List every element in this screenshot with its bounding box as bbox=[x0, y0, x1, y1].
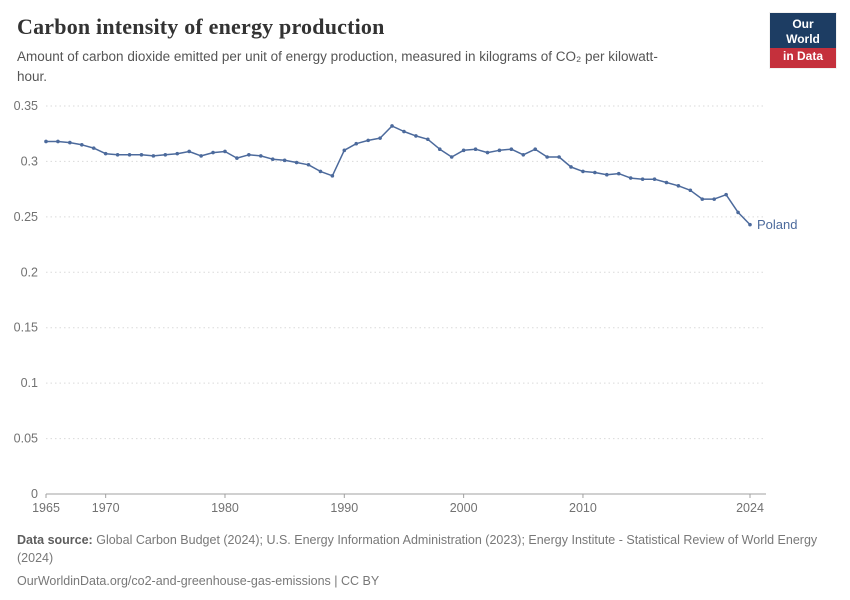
x-axis-tick-label: 1965 bbox=[32, 501, 60, 515]
data-point[interactable] bbox=[533, 147, 538, 152]
data-source-line: Data source: Global Carbon Budget (2024)… bbox=[17, 531, 830, 567]
data-point[interactable] bbox=[127, 153, 132, 157]
chart-subtitle: Amount of carbon dioxide emitted per uni… bbox=[17, 49, 658, 84]
data-point[interactable] bbox=[545, 155, 549, 159]
data-point[interactable] bbox=[223, 149, 227, 154]
data-point[interactable] bbox=[306, 163, 311, 167]
data-point[interactable] bbox=[68, 140, 72, 145]
data-point[interactable] bbox=[115, 153, 120, 157]
data-point[interactable] bbox=[712, 197, 717, 202]
data-point[interactable] bbox=[676, 184, 681, 188]
data-point[interactable] bbox=[437, 147, 442, 152]
data-point[interactable] bbox=[270, 157, 275, 162]
x-axis-tick-label: 2010 bbox=[569, 501, 597, 515]
data-point[interactable] bbox=[449, 155, 454, 159]
chart-header: Carbon intensity of energy production Am… bbox=[0, 0, 850, 86]
data-point[interactable] bbox=[581, 169, 585, 174]
poland-series-label[interactable]: Poland bbox=[757, 217, 797, 232]
data-point[interactable] bbox=[258, 154, 263, 158]
owid-logo-bottom-text: in Data bbox=[770, 48, 836, 68]
data-point[interactable] bbox=[378, 136, 382, 141]
data-point[interactable] bbox=[103, 151, 108, 156]
data-point[interactable] bbox=[497, 148, 502, 153]
data-source-text: Global Carbon Budget (2024); U.S. Energy… bbox=[17, 532, 818, 565]
data-point[interactable] bbox=[736, 210, 740, 215]
chart-area[interactable]: 0 0.05 0.1 0.15 0.2 0.25 0.3 0.35 1965 1970 1980 19… bbox=[0, 94, 850, 531]
data-point[interactable] bbox=[557, 155, 561, 159]
page-title: Carbon intensity of energy production bbox=[17, 14, 385, 39]
data-point[interactable] bbox=[414, 134, 418, 138]
data-point[interactable] bbox=[354, 142, 359, 146]
data-point[interactable] bbox=[163, 153, 168, 157]
owid-logo[interactable]: Our World in Data bbox=[770, 13, 836, 68]
data-point[interactable] bbox=[628, 176, 633, 180]
x-axis-tick-label: 2000 bbox=[450, 501, 478, 515]
data-source-label: Data source: bbox=[17, 532, 93, 547]
y-axis-tick-label: 0.05 bbox=[14, 432, 38, 446]
data-point[interactable] bbox=[509, 147, 514, 152]
data-point[interactable] bbox=[748, 222, 752, 227]
x-axis-tick-label: 1980 bbox=[211, 501, 239, 515]
data-point[interactable] bbox=[175, 151, 180, 156]
data-point[interactable] bbox=[366, 138, 370, 143]
poland-line[interactable] bbox=[45, 125, 751, 226]
owid-logo-top-text: Our World bbox=[770, 13, 836, 48]
data-point[interactable] bbox=[616, 171, 621, 176]
data-point[interactable] bbox=[688, 188, 693, 193]
data-point[interactable] bbox=[187, 149, 191, 154]
x-axis-tick-label: 1970 bbox=[92, 501, 120, 515]
data-point[interactable] bbox=[652, 177, 657, 182]
data-point[interactable] bbox=[139, 153, 144, 157]
y-axis-tick-label: 0.25 bbox=[14, 210, 38, 224]
x-axis-tick-label: 1990 bbox=[330, 501, 358, 515]
data-point[interactable] bbox=[461, 148, 466, 153]
citation-line: OurWorldinData.org/co2-and-greenhouse-ga… bbox=[17, 573, 380, 588]
data-point[interactable] bbox=[569, 165, 573, 169]
data-point[interactable] bbox=[485, 150, 490, 155]
data-point[interactable] bbox=[211, 150, 215, 155]
data-point[interactable] bbox=[56, 139, 60, 144]
data-point[interactable] bbox=[44, 139, 48, 144]
data-point[interactable] bbox=[473, 147, 478, 152]
data-point[interactable] bbox=[390, 124, 394, 128]
data-point[interactable] bbox=[294, 160, 299, 165]
y-axis-tick-label: 0.3 bbox=[21, 155, 38, 169]
data-point[interactable] bbox=[91, 146, 96, 151]
data-point[interactable] bbox=[342, 148, 347, 153]
data-point[interactable] bbox=[151, 154, 156, 158]
y-axis-tick-label: 0.15 bbox=[14, 321, 38, 335]
data-point[interactable] bbox=[199, 154, 203, 158]
data-point[interactable] bbox=[247, 153, 251, 157]
y-axis-tick-label: 0.2 bbox=[21, 265, 38, 279]
x-axis-tick-label: 2024 bbox=[736, 501, 764, 515]
data-point[interactable] bbox=[79, 143, 84, 147]
chart-footer: Data source: Global Carbon Budget (2024)… bbox=[0, 531, 850, 600]
data-point[interactable] bbox=[426, 137, 430, 142]
data-point[interactable] bbox=[282, 158, 287, 163]
data-point[interactable] bbox=[521, 153, 526, 157]
data-point[interactable] bbox=[605, 173, 609, 177]
data-point[interactable] bbox=[640, 177, 645, 182]
line-chart[interactable]: 0 0.05 0.1 0.15 0.2 0.25 0.3 0.35 1965 1970 1980 19… bbox=[0, 94, 850, 526]
data-point[interactable] bbox=[235, 156, 239, 161]
data-point[interactable] bbox=[724, 193, 728, 197]
data-point[interactable] bbox=[593, 170, 597, 175]
data-point[interactable] bbox=[664, 180, 669, 185]
data-point[interactable] bbox=[318, 169, 323, 174]
y-axis-tick-label: 0 bbox=[31, 487, 38, 501]
data-point[interactable] bbox=[402, 129, 406, 134]
y-axis-tick-label: 0.35 bbox=[14, 99, 38, 113]
data-point[interactable] bbox=[700, 197, 705, 202]
y-axis-tick-label: 0.1 bbox=[21, 376, 38, 390]
data-point[interactable] bbox=[330, 174, 335, 178]
